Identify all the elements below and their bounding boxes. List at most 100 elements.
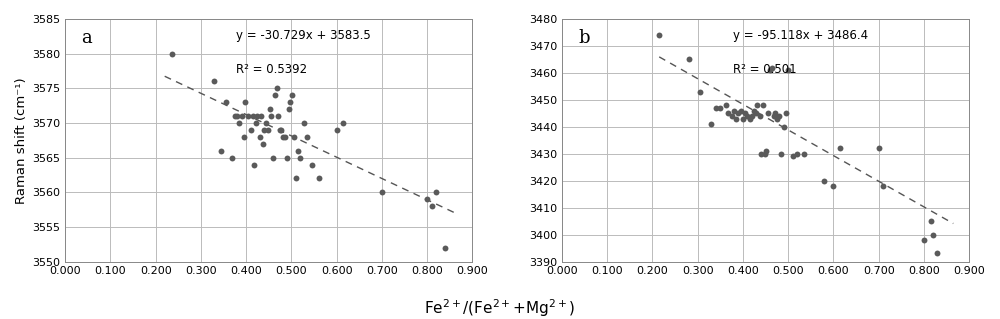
Point <box>240 114 256 119</box>
Point <box>916 237 932 242</box>
Point <box>243 127 259 132</box>
Point <box>875 183 891 189</box>
Text: R² = 0.501: R² = 0.501 <box>733 63 797 76</box>
Point <box>718 103 734 108</box>
Point <box>256 127 272 132</box>
Point <box>737 111 753 116</box>
Point <box>816 178 832 183</box>
Y-axis label: Raman shift (cm⁻¹): Raman shift (cm⁻¹) <box>15 77 28 204</box>
Point <box>263 114 279 119</box>
Point <box>234 114 250 119</box>
Point <box>272 127 288 132</box>
Point <box>651 33 667 38</box>
Point <box>296 120 312 125</box>
Point <box>249 114 265 119</box>
Point <box>227 114 243 119</box>
Point <box>282 100 298 105</box>
Point <box>796 151 812 156</box>
Point <box>286 134 302 139</box>
Text: R² = 0.5392: R² = 0.5392 <box>236 63 307 76</box>
Point <box>730 111 746 116</box>
Point <box>270 114 286 119</box>
Point <box>224 155 240 160</box>
Point <box>735 116 751 121</box>
Point <box>681 57 697 62</box>
Point <box>925 232 941 237</box>
Point <box>273 127 289 132</box>
Point <box>260 127 276 132</box>
Point <box>776 124 792 130</box>
Point <box>771 114 787 119</box>
Point <box>252 134 268 139</box>
Point <box>248 120 264 125</box>
Point <box>749 103 765 108</box>
Point <box>929 251 945 256</box>
Text: y = -95.118x + 3486.4: y = -95.118x + 3486.4 <box>733 29 868 42</box>
Point <box>236 134 252 139</box>
Point <box>245 114 261 119</box>
Text: y = -30.729x + 3583.5: y = -30.729x + 3583.5 <box>236 29 371 42</box>
Point <box>304 162 320 167</box>
Point <box>277 134 293 139</box>
Text: a: a <box>81 29 92 47</box>
Point <box>246 162 262 167</box>
Point <box>311 176 327 181</box>
Point <box>758 149 774 154</box>
Point <box>164 51 180 56</box>
Point <box>773 151 789 156</box>
Point <box>780 68 796 73</box>
Point <box>832 146 848 151</box>
Point <box>764 65 780 70</box>
Point <box>258 120 274 125</box>
Point <box>284 93 300 98</box>
Point <box>708 105 724 110</box>
Point <box>733 108 749 113</box>
Point <box>724 114 740 119</box>
Text: b: b <box>578 29 590 47</box>
Point <box>742 116 758 121</box>
Point <box>769 116 785 121</box>
Point <box>739 114 755 119</box>
Point <box>766 114 782 119</box>
Point <box>692 89 708 94</box>
Point <box>789 151 805 156</box>
Point <box>760 111 776 116</box>
Point <box>237 100 253 105</box>
Point <box>744 114 760 119</box>
Point <box>825 183 841 189</box>
Point <box>437 245 453 250</box>
Point <box>871 146 887 151</box>
Point <box>218 100 234 105</box>
Point <box>726 108 742 113</box>
Point <box>778 111 794 116</box>
Point <box>767 111 783 116</box>
Point <box>262 107 278 112</box>
Point <box>206 79 222 84</box>
Point <box>290 148 306 153</box>
Point <box>231 120 247 125</box>
Point <box>703 122 719 127</box>
Point <box>720 111 736 116</box>
Point <box>253 114 269 119</box>
Point <box>762 68 778 73</box>
Point <box>757 151 773 156</box>
Point <box>728 116 744 121</box>
Point <box>374 190 390 195</box>
Point <box>712 105 728 110</box>
Point <box>753 151 769 156</box>
Point <box>785 154 801 159</box>
Point <box>335 120 351 125</box>
Point <box>424 204 440 209</box>
Point <box>281 107 297 112</box>
Point <box>229 114 245 119</box>
Point <box>255 141 271 146</box>
Point <box>329 127 345 132</box>
Point <box>752 114 768 119</box>
Point <box>748 111 764 116</box>
Text: Fe$^{2+}$/(Fe$^{2+}$+Mg$^{2+}$): Fe$^{2+}$/(Fe$^{2+}$+Mg$^{2+}$) <box>424 297 576 319</box>
Point <box>288 176 304 181</box>
Point <box>269 86 285 91</box>
Point <box>275 134 291 139</box>
Point <box>267 93 283 98</box>
Point <box>746 108 762 113</box>
